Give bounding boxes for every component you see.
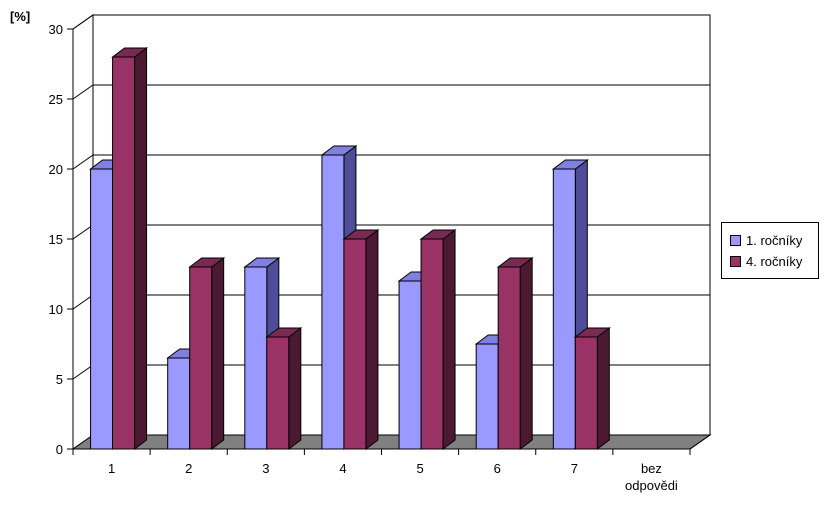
bar-front-s2-c2 <box>189 266 213 450</box>
bar-s2-c5 <box>419 229 457 450</box>
axes <box>67 28 711 455</box>
bar-front-s2-c3 <box>266 336 290 450</box>
legend-item-series-1: 1. ročníky <box>730 230 818 251</box>
legend-swatch-series-2 <box>730 256 741 267</box>
bar-s2-c2 <box>188 257 226 450</box>
y-tick-label-20: 20 <box>49 162 63 177</box>
x-tick-label-5: 5 <box>416 461 423 476</box>
x-tick-label-3: 3 <box>262 461 269 476</box>
legend-item-series-2: 4. ročníky <box>730 251 818 272</box>
bars <box>89 47 611 450</box>
legend-swatch-series-1 <box>730 235 741 246</box>
bar-front-s2-c5 <box>420 238 444 450</box>
gridline-30 <box>72 14 710 30</box>
x-tick-label-7: 7 <box>571 461 578 476</box>
bar-front-s1-c4 <box>321 154 345 450</box>
bar-front-s1-c7 <box>552 168 576 450</box>
bar-s2-c3 <box>265 327 303 450</box>
floor-edge-right <box>689 434 711 450</box>
y-tick-label-0: 0 <box>56 442 63 457</box>
bar-s2-c4 <box>342 229 380 450</box>
x-tick-label-2: 2 <box>185 461 192 476</box>
legend: 1. ročníky 4. ročníky <box>721 222 819 279</box>
y-tick-labels: 0 5 10 15 20 25 30 <box>49 22 63 457</box>
bar-side-s2-c7 <box>596 327 610 450</box>
y-tick-label-30: 30 <box>49 22 63 37</box>
y-tick-label-10: 10 <box>49 302 63 317</box>
bar-front-s2-c1 <box>112 56 136 450</box>
bar-front-s1-c2 <box>167 357 191 450</box>
legend-label-series-2: 4. ročníky <box>746 254 803 269</box>
bar-front-s2-c7 <box>574 336 598 450</box>
x-tick-label-8: bez odpovědi <box>625 461 678 493</box>
bar-s2-c6 <box>496 257 534 450</box>
y-tick-label-25: 25 <box>49 92 63 107</box>
bar-front-s1-c1 <box>90 168 114 450</box>
x-tick-label-4: 4 <box>339 461 346 476</box>
bar-side-s2-c3 <box>288 327 302 450</box>
bar-side-s2-c5 <box>442 229 456 450</box>
x-tick-labels: 1 2 3 4 5 6 7 bez odpovědi <box>108 461 678 493</box>
bar-side-s2-c6 <box>519 257 533 450</box>
bar-side-s2-c2 <box>211 257 225 450</box>
legend-label-series-1: 1. ročníky <box>746 233 803 248</box>
bar-s2-c7 <box>573 327 611 450</box>
x-tick-label-1: 1 <box>108 461 115 476</box>
bar-front-s1-c6 <box>475 343 499 450</box>
x-tick-label-6: 6 <box>494 461 501 476</box>
gridline-25 <box>72 84 710 100</box>
bar-side-s2-c4 <box>365 229 379 450</box>
y-tick-label-15: 15 <box>49 232 63 247</box>
gridline-20 <box>72 154 710 170</box>
bar-front-s1-c3 <box>244 266 268 450</box>
y-axis-label: [%] <box>10 9 30 24</box>
bar-side-s2-c1 <box>134 47 148 450</box>
y-tick-label-5: 5 <box>56 372 63 387</box>
bar-front-s1-c5 <box>398 280 422 450</box>
bar-s2-c1 <box>111 47 149 450</box>
bar-front-s2-c6 <box>497 266 521 450</box>
bar-front-s2-c4 <box>343 238 367 450</box>
